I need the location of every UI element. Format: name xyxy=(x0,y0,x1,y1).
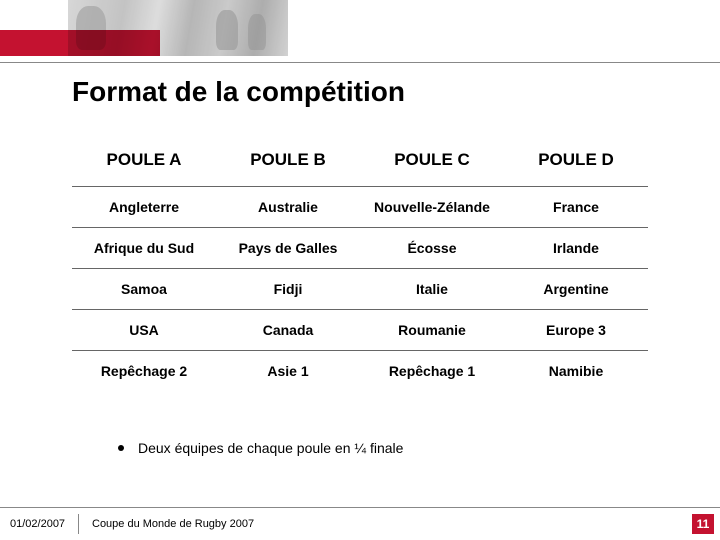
table-row: USA Canada Roumanie Europe 3 xyxy=(72,309,648,350)
table-row: Angleterre Australie Nouvelle-Zélande Fr… xyxy=(72,186,648,227)
table-cell: Roumanie xyxy=(360,309,504,350)
page-number-badge: 11 xyxy=(692,514,714,534)
pools-table: POULE A POULE B POULE C POULE D Angleter… xyxy=(72,136,648,391)
table-cell: Argentine xyxy=(504,268,648,309)
table-header-cell: POULE B xyxy=(216,136,360,186)
table-cell: Afrique du Sud xyxy=(72,227,216,268)
table-row: Afrique du Sud Pays de Galles Écosse Irl… xyxy=(72,227,648,268)
table-header-cell: POULE D xyxy=(504,136,648,186)
footer-divider xyxy=(78,514,79,534)
footer-title: Coupe du Monde de Rugby 2007 xyxy=(92,518,254,530)
table-cell: Fidji xyxy=(216,268,360,309)
table-cell: Italie xyxy=(360,268,504,309)
page-number: 11 xyxy=(697,517,710,531)
table-header-row: POULE A POULE B POULE C POULE D xyxy=(72,136,648,186)
table-cell: Namibie xyxy=(504,350,648,391)
table-header-cell: POULE C xyxy=(360,136,504,186)
table-cell: Samoa xyxy=(72,268,216,309)
bullet-note: Deux équipes de chaque poule en ¼ finale xyxy=(118,440,403,456)
table-row: Samoa Fidji Italie Argentine xyxy=(72,268,648,309)
slide-title: Format de la compétition xyxy=(72,76,405,108)
table-cell: Repêchage 2 xyxy=(72,350,216,391)
header-photo xyxy=(68,0,288,56)
table-cell: Europe 3 xyxy=(504,309,648,350)
header-rule xyxy=(0,62,720,63)
table-cell: Asie 1 xyxy=(216,350,360,391)
table-cell: Angleterre xyxy=(72,186,216,227)
footer-date: 01/02/2007 xyxy=(10,518,65,530)
table-cell: Nouvelle-Zélande xyxy=(360,186,504,227)
table-cell: Repêchage 1 xyxy=(360,350,504,391)
table-header-cell: POULE A xyxy=(72,136,216,186)
table-cell: USA xyxy=(72,309,216,350)
table-cell: Irlande xyxy=(504,227,648,268)
table-cell: Écosse xyxy=(360,227,504,268)
table-row: Repêchage 2 Asie 1 Repêchage 1 Namibie xyxy=(72,350,648,391)
table-cell: France xyxy=(504,186,648,227)
bullet-text: Deux équipes de chaque poule en ¼ finale xyxy=(138,440,403,456)
table-cell: Australie xyxy=(216,186,360,227)
bullet-icon xyxy=(118,445,124,451)
table-cell: Canada xyxy=(216,309,360,350)
footer-rule xyxy=(0,507,720,508)
table-cell: Pays de Galles xyxy=(216,227,360,268)
